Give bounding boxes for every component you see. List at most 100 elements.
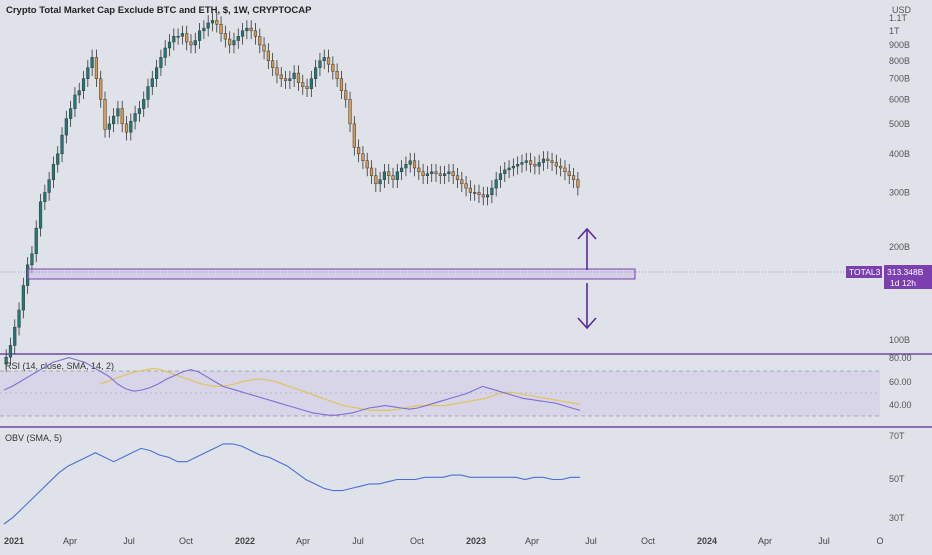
- time-axis-label: Oct: [410, 536, 425, 546]
- candle-body: [374, 175, 378, 185]
- candle-body: [193, 40, 197, 46]
- candle-body: [8, 345, 13, 358]
- candle-body: [567, 171, 571, 176]
- candle-body: [30, 253, 34, 266]
- candle-body: [546, 158, 550, 161]
- candle-body: [176, 36, 180, 38]
- arrow-down-icon[interactable]: [577, 283, 597, 330]
- candle-body: [318, 60, 322, 68]
- candle-body: [524, 160, 528, 163]
- price-axis[interactable]: USD 1.1T 1T 900B 800B 700B 600B 500B 400B 300B 20…: [889, 5, 912, 345]
- candle-body: [443, 173, 447, 176]
- candle-body: [481, 194, 485, 198]
- candle-body: [339, 78, 344, 91]
- candle-body: [477, 192, 481, 195]
- arrow-up-icon[interactable]: [577, 227, 597, 270]
- time-axis-label: Apr: [758, 536, 772, 546]
- candle-body: [455, 175, 460, 180]
- price-tick-label: 800B: [889, 56, 910, 66]
- last-price-badge: 313.348B 1d 12h: [884, 265, 932, 289]
- candle-body: [4, 356, 8, 365]
- candle-body: [81, 78, 86, 91]
- time-axis[interactable]: 2021 Apr Jul Oct 2022 Apr Jul Oct 2023 Apr Jul Oct 2…: [4, 536, 884, 546]
- candle-body: [64, 118, 68, 136]
- candle-body: [38, 201, 43, 229]
- candle-body: [197, 30, 202, 41]
- candle-body: [550, 160, 554, 163]
- candle-body: [228, 38, 232, 46]
- time-axis-label: 2023: [466, 536, 486, 546]
- price-tick-label: 200B: [889, 242, 910, 252]
- candle-body: [185, 33, 189, 43]
- candle-body: [253, 30, 258, 37]
- candle-body: [180, 33, 184, 37]
- time-axis-label: Jul: [818, 536, 830, 546]
- candle-body: [563, 167, 567, 173]
- bar-countdown: 1d 12h: [890, 278, 916, 288]
- obv-tick-70t: 70T: [889, 431, 905, 441]
- candle-body: [129, 120, 133, 133]
- candle-body: [447, 171, 451, 174]
- candle-body: [275, 67, 279, 76]
- candle-body: [219, 23, 223, 34]
- candle-body: [86, 67, 90, 79]
- candle-body: [421, 171, 425, 176]
- candle-body: [541, 158, 546, 163]
- candle-body: [249, 27, 253, 32]
- price-tick-label: 900B: [889, 40, 910, 50]
- price-tick-label: 1.1T: [889, 13, 908, 23]
- candle-body: [511, 165, 515, 169]
- price-tick-label: 700B: [889, 74, 910, 84]
- candle-body: [503, 169, 507, 174]
- obv-pane[interactable]: OBV (SMA, 5) 70T 50T 30T: [3, 431, 905, 525]
- candle-body: [451, 171, 455, 176]
- candle-body: [408, 160, 412, 165]
- candle-body: [378, 179, 382, 185]
- candle-body: [348, 99, 352, 125]
- support-zone[interactable]: [27, 268, 636, 280]
- rsi-ma-line: [99, 367, 581, 411]
- candle-body: [34, 227, 38, 255]
- time-axis-label: 2022: [235, 536, 255, 546]
- candle-body: [473, 192, 477, 194]
- candle-body: [576, 179, 580, 188]
- candle-body: [438, 173, 442, 176]
- candle-body: [51, 164, 56, 180]
- candle-body: [430, 171, 434, 174]
- candle-body: [189, 41, 193, 46]
- rsi-tick-40: 40.00: [889, 400, 912, 410]
- candle-body: [425, 173, 429, 176]
- candle-body: [357, 147, 361, 155]
- candle-body: [210, 20, 215, 24]
- candle-body: [258, 36, 262, 46]
- obv-line: [3, 443, 580, 525]
- candle-body: [490, 187, 494, 195]
- candle-body: [99, 78, 103, 100]
- candle-body: [417, 167, 421, 173]
- candle-body: [69, 108, 73, 119]
- time-axis-label: Jul: [585, 536, 597, 546]
- candle-body: [21, 285, 25, 311]
- candle-body: [271, 60, 275, 68]
- time-axis-label: Apr: [296, 536, 310, 546]
- rsi-pane[interactable]: RSI (14, close, SMA, 14, 2) 80.00 60.00 …: [0, 353, 912, 417]
- candle-body: [43, 192, 47, 202]
- candle-body: [206, 22, 210, 29]
- time-axis-label: Apr: [63, 536, 77, 546]
- price-tick-label: 600B: [889, 94, 910, 104]
- candle-body: [73, 94, 77, 109]
- candle-body: [485, 194, 490, 198]
- candle-body: [279, 74, 283, 79]
- candle-body: [309, 78, 313, 89]
- candle-body: [559, 165, 563, 169]
- symbol-label-box: TOTAL3: [846, 266, 882, 278]
- candle-body: [236, 36, 240, 41]
- candle-body: [167, 41, 172, 49]
- candle-body: [288, 78, 292, 81]
- candle-body: [494, 179, 498, 189]
- last-price-value: 313.348B: [887, 267, 924, 277]
- candle-body: [172, 36, 176, 43]
- candle-body: [77, 90, 81, 96]
